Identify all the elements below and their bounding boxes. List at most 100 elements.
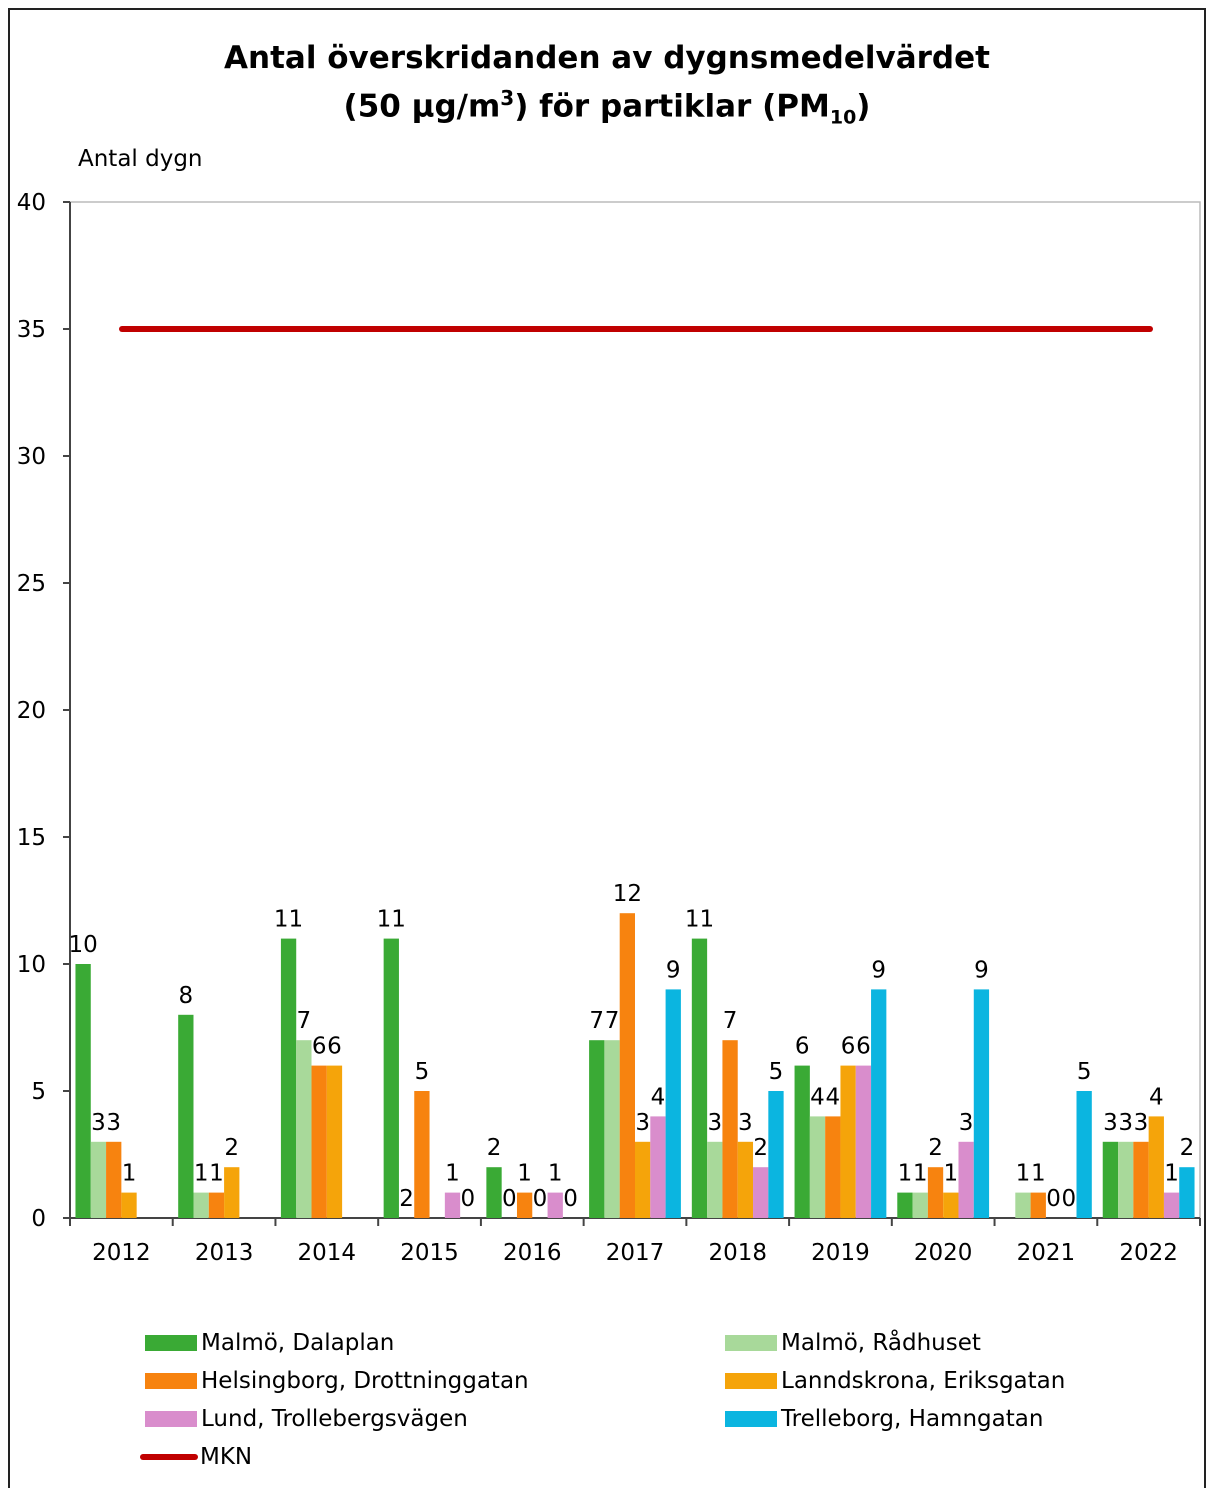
y-tick-label: 40 <box>17 190 46 216</box>
data-label: 1 <box>445 1161 460 1187</box>
y-axis-label: Antal dygn <box>78 146 203 172</box>
bar <box>383 938 399 1218</box>
y-tick-label: 25 <box>17 571 46 597</box>
bar <box>1118 1141 1134 1218</box>
data-label: 2 <box>487 1135 502 1161</box>
data-label: 11 <box>377 907 406 933</box>
bar <box>855 1065 872 1218</box>
data-label: 0 <box>563 1186 578 1212</box>
data-label: 1 <box>548 1161 563 1187</box>
bar <box>589 1040 605 1218</box>
data-label: 9 <box>871 957 886 983</box>
bar <box>604 1040 620 1218</box>
bar <box>768 1091 784 1218</box>
data-label: 4 <box>810 1084 825 1110</box>
bar <box>1015 1192 1031 1218</box>
bar <box>1133 1141 1149 1218</box>
bar <box>516 1192 533 1218</box>
bar <box>825 1116 841 1218</box>
bar <box>871 989 887 1218</box>
data-label: 12 <box>613 881 642 907</box>
data-label: 4 <box>825 1084 840 1110</box>
data-label: 1 <box>1016 1161 1031 1187</box>
data-label: 1 <box>1164 1161 1179 1187</box>
bar <box>1163 1192 1180 1218</box>
data-label: 9 <box>666 957 681 983</box>
bar <box>444 1192 461 1218</box>
bar <box>75 964 91 1218</box>
bar <box>90 1141 107 1218</box>
bar <box>1148 1116 1164 1218</box>
bar <box>121 1192 137 1218</box>
bar <box>311 1065 327 1218</box>
bar <box>1102 1141 1119 1218</box>
y-tick-label: 5 <box>31 1079 46 1105</box>
bar <box>650 1116 666 1218</box>
data-label: 6 <box>795 1034 810 1060</box>
data-label: 6 <box>312 1034 327 1060</box>
data-label: 2 <box>928 1135 943 1161</box>
bar <box>296 1040 312 1218</box>
bar <box>973 989 990 1218</box>
data-label: 5 <box>769 1059 784 1085</box>
bar <box>809 1116 826 1218</box>
data-label: 0 <box>460 1186 475 1212</box>
data-label: 4 <box>1149 1084 1164 1110</box>
data-label: 5 <box>415 1059 430 1085</box>
bar <box>707 1141 723 1218</box>
data-label: 0 <box>533 1186 548 1212</box>
data-label: 3 <box>106 1110 121 1136</box>
bar <box>547 1192 563 1218</box>
x-tick-label: 2018 <box>708 1240 767 1266</box>
data-label: 3 <box>1103 1110 1118 1136</box>
y-tick-label: 10 <box>17 952 46 978</box>
data-label: 5 <box>1077 1059 1092 1085</box>
x-tick-label: 2014 <box>298 1240 357 1266</box>
bar <box>665 989 681 1218</box>
y-tick-label: 30 <box>17 444 46 470</box>
bar <box>178 1014 194 1218</box>
x-tick-label: 2017 <box>606 1240 665 1266</box>
data-label: 7 <box>589 1008 604 1034</box>
bar <box>840 1065 856 1218</box>
data-label: 8 <box>179 983 194 1009</box>
x-tick-label: 2012 <box>92 1240 151 1266</box>
data-label: 3 <box>707 1110 722 1136</box>
data-label: 7 <box>605 1008 620 1034</box>
bar <box>691 938 708 1218</box>
data-label: 1 <box>122 1161 137 1187</box>
bar <box>794 1065 810 1218</box>
data-label: 7 <box>297 1008 312 1034</box>
x-tick-label: 2015 <box>400 1240 459 1266</box>
y-tick-label: 20 <box>17 698 46 724</box>
data-label: 6 <box>327 1034 342 1060</box>
data-label: 7 <box>723 1008 738 1034</box>
data-label: 6 <box>856 1034 871 1060</box>
bar <box>912 1192 928 1218</box>
data-label: 6 <box>841 1034 856 1060</box>
bar <box>1030 1192 1046 1218</box>
data-label: 0 <box>502 1186 517 1212</box>
bar <box>1076 1091 1092 1218</box>
data-label: 3 <box>1118 1110 1133 1136</box>
data-label: 1 <box>913 1161 928 1187</box>
data-label: 9 <box>974 957 989 983</box>
bar <box>193 1192 209 1218</box>
data-label: 2 <box>224 1135 239 1161</box>
chart-subtitle: (50 µg/m3) för partiklar (PM10) <box>343 86 871 129</box>
x-tick-label: 2020 <box>914 1240 973 1266</box>
data-label: 1 <box>517 1161 532 1187</box>
bar <box>280 938 297 1218</box>
bar <box>722 1040 738 1218</box>
data-label: 11 <box>685 907 714 933</box>
data-label: 1 <box>898 1161 913 1187</box>
data-label: 3 <box>91 1110 106 1136</box>
bar <box>1179 1167 1195 1218</box>
bar <box>958 1141 974 1218</box>
data-label: 1 <box>209 1161 224 1187</box>
x-tick-label: 2016 <box>503 1240 562 1266</box>
x-tick-label: 2013 <box>195 1240 254 1266</box>
data-label: 11 <box>274 907 303 933</box>
data-label: 2 <box>399 1186 414 1212</box>
